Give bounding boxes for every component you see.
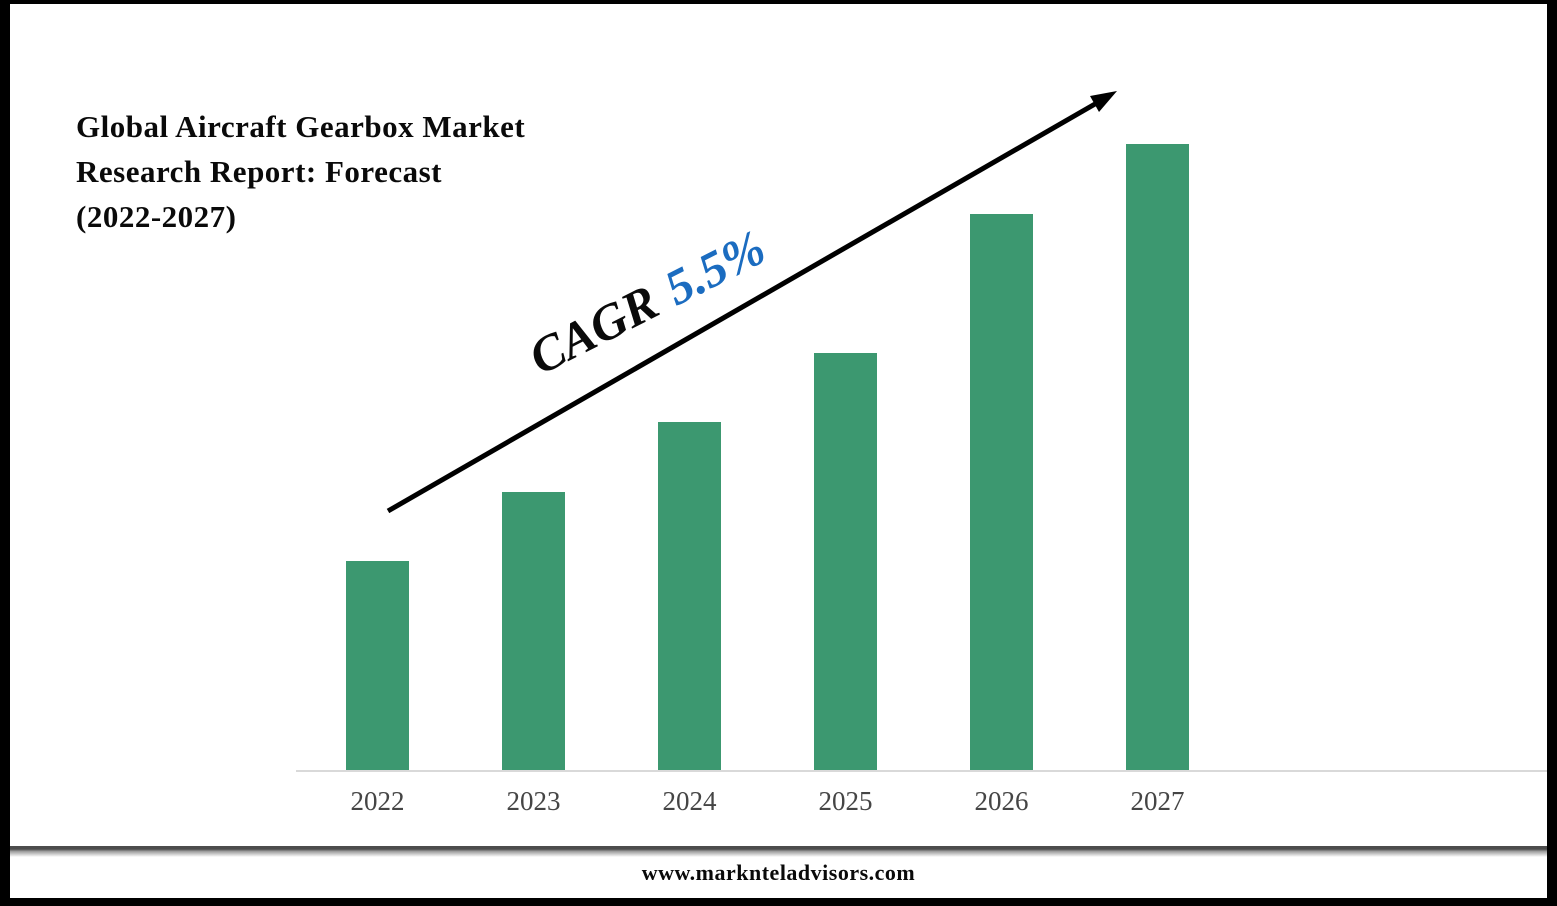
bar-2024 [658,422,721,770]
bar-2023 [502,492,565,770]
x-axis-line [296,770,1547,772]
x-axis-label-2024: 2024 [662,786,717,816]
bar-2027 [1126,144,1189,770]
bar-2025 [814,353,877,770]
footer-divider [10,846,1547,857]
growth-arrow [386,91,1117,514]
cagr-label: CAGR [520,273,667,386]
bar-2022 [346,561,409,770]
bar-chart: 2022 2023 2024 2025 2026 2027 CAGR5.5% [10,4,1547,898]
x-axis-label-2022: 2022 [350,786,405,816]
cagr-value: 5.5% [655,218,774,317]
bar-2026 [970,214,1033,770]
footer: www.marknteladvisors.com [10,860,1547,886]
x-axis-label-2026: 2026 [974,786,1029,816]
cagr-annotation: CAGR5.5% [520,218,775,386]
growth-arrow-head [1090,91,1117,112]
x-axis-label-2025: 2025 [818,786,873,816]
website-url: www.marknteladvisors.com [641,860,916,885]
chart-title-line3: (2022-2027) [76,199,237,234]
x-axis-label-2027: 2027 [1130,786,1185,816]
chart-title-line2: Research Report: Forecast [76,154,443,189]
x-axis-label-2023: 2023 [506,786,561,816]
